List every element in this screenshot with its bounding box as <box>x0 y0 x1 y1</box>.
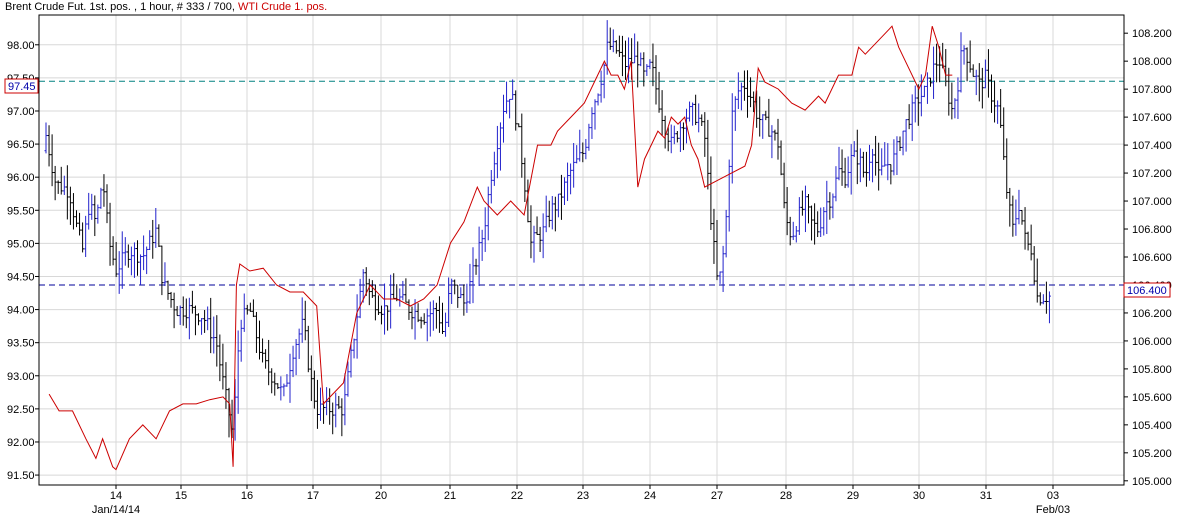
chart-title: Brent Crude Fut. 1st. pos. , 1 hour, # 3… <box>5 1 327 13</box>
right-tick-label: 105.000 <box>1132 476 1172 488</box>
x-tick-label: 27 <box>711 490 723 502</box>
right-tick-label: 107.200 <box>1132 168 1172 180</box>
right-tick-label: 106.600 <box>1132 252 1172 264</box>
left-tick-label: 92.50 <box>7 404 35 416</box>
left-tick-label: 92.00 <box>7 437 35 449</box>
left-tick-label: 93.50 <box>7 338 35 350</box>
right-tick-label: 108.000 <box>1132 56 1172 68</box>
plot-frame <box>38 14 1125 486</box>
x-date-label: Jan/14/14 <box>92 504 140 516</box>
left-tick-label: 91.50 <box>7 470 35 482</box>
title-main: Brent Crude Fut. 1st. pos. , 1 hour, # 3… <box>5 1 238 13</box>
x-tick-label: 28 <box>780 490 792 502</box>
title-secondary: WTI Crude 1. pos. <box>238 1 327 13</box>
left-tick-label: 96.50 <box>7 139 35 151</box>
wti-line-series <box>48 25 953 471</box>
x-tick-label: 03 <box>1047 490 1059 502</box>
right-tick-label: 106.000 <box>1132 336 1172 348</box>
right-price-marker: 106.400 <box>1123 282 1171 298</box>
x-tick-label: 30 <box>913 490 925 502</box>
x-tick-label: 14 <box>110 490 122 502</box>
right-tick-label: 107.600 <box>1132 112 1172 124</box>
right-tick-label: 107.000 <box>1132 196 1172 208</box>
left-price-marker: 97.45 <box>4 78 39 94</box>
right-tick-label: 107.800 <box>1132 84 1172 96</box>
x-tick-label: 24 <box>644 490 656 502</box>
left-tick-label: 95.50 <box>7 205 35 217</box>
right-tick-label: 106.200 <box>1132 308 1172 320</box>
left-tick-label: 97.00 <box>7 106 35 118</box>
left-tick-label: 95.00 <box>7 238 35 250</box>
right-tick-label: 107.400 <box>1132 140 1172 152</box>
wti-line <box>48 25 953 471</box>
brent-ohlc-series <box>44 20 1051 441</box>
x-tick-label: 21 <box>444 490 456 502</box>
x-tick-label: 22 <box>511 490 523 502</box>
right-tick-label: 105.200 <box>1132 448 1172 460</box>
right-tick-label: 106.800 <box>1132 224 1172 236</box>
x-tick-label: 31 <box>980 490 992 502</box>
right-tick-label: 105.400 <box>1132 420 1172 432</box>
left-tick-label: 94.00 <box>7 305 35 317</box>
right-tick-label: 108.200 <box>1132 28 1172 40</box>
x-tick-label: 29 <box>847 490 859 502</box>
left-tick-label: 93.00 <box>7 371 35 383</box>
left-marker-label: 97.45 <box>8 81 36 93</box>
left-tick-label: 96.00 <box>7 172 35 184</box>
left-axis: 91.50 92.00 92.50 93.00 93.50 94.00 94.50 95.00… <box>7 40 39 482</box>
x-tick-label: 15 <box>175 490 187 502</box>
x-date-label: Feb/03 <box>1036 504 1070 516</box>
x-tick-label: 16 <box>241 490 253 502</box>
left-tick-label: 98.00 <box>7 40 35 52</box>
right-tick-label: 105.800 <box>1132 364 1172 376</box>
right-tick-label: 105.600 <box>1132 392 1172 404</box>
x-tick-label: 17 <box>307 490 319 502</box>
left-tick-label: 94.50 <box>7 271 35 283</box>
x-tick-label: 20 <box>375 490 387 502</box>
x-axis: 14 15 16 17 20 21 22 23 24 27 28 29 30 31 03 Jan/14/14 F… <box>92 485 1070 516</box>
horizontal-lines <box>39 80 1124 286</box>
right-marker-label: 106.400 <box>1127 285 1167 297</box>
x-tick-label: 23 <box>577 490 589 502</box>
